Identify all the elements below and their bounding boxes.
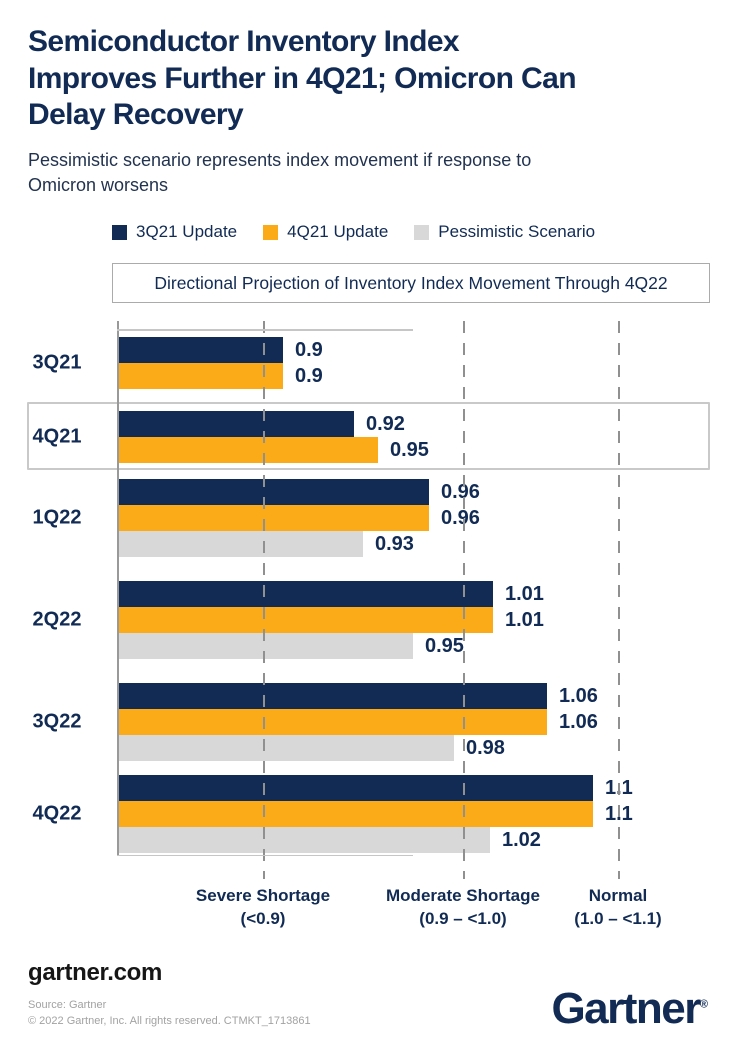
page-title: Semiconductor Inventory Index Improves F…	[28, 25, 577, 132]
legend-item-2: 4Q21 Update	[263, 222, 388, 242]
chart-row-3q22: 3Q22 1.06 1.06 0.98	[33, 683, 710, 762]
bar-value-label: 1.1	[605, 776, 633, 799]
bar-pessimistic-scenario	[117, 827, 490, 854]
bar-4q21-update	[117, 709, 547, 736]
bar-value-label: 0.93	[375, 532, 414, 555]
bar-line: 0.96	[117, 479, 710, 506]
bar-4q21-update	[117, 801, 593, 828]
bar-pessimistic-scenario	[117, 735, 454, 762]
bar-3q21-update	[117, 411, 354, 438]
bar-3q21-update	[117, 479, 429, 506]
bar-line: 0.96	[117, 505, 710, 532]
bar-value-label: 0.96	[441, 480, 480, 503]
axis-zone-label-1: Severe Shortage (<0.9)	[196, 885, 330, 930]
source-line: Source: Gartner	[28, 999, 107, 1012]
axis-zone-name: Moderate Shortage	[386, 886, 540, 906]
category-label: 1Q22	[32, 506, 82, 529]
bar-line: 1.06	[117, 683, 710, 710]
bar-3q21-update	[117, 683, 547, 710]
bar-3q21-update	[117, 775, 593, 802]
plot-area: 3Q21 0.9 0.9 4Q21 0.92 0.95 1Q22 0.96 0.96 0.93 2Q…	[27, 321, 710, 880]
bar-value-label: 0.98	[466, 736, 505, 759]
bar-line: 0.93	[117, 531, 710, 558]
category-label: 4Q22	[32, 802, 82, 825]
plot-bottom-border	[117, 854, 413, 857]
gartner-logo-text: Gartner	[551, 984, 701, 1034]
bar-line: 0.95	[117, 437, 710, 464]
bar-pessimistic-scenario	[117, 531, 363, 558]
legend-label: 3Q21 Update	[136, 222, 238, 242]
category-label: 3Q22	[32, 710, 82, 733]
bar-line: 1.01	[117, 607, 710, 634]
bar-line: 1.02	[117, 827, 710, 854]
bar-value-label: 0.95	[425, 634, 464, 657]
gartner-logo: Gartner®	[551, 984, 708, 1034]
bar-value-label: 1.06	[559, 684, 598, 707]
axis-zone-range: (1.0 – <1.1)	[574, 908, 662, 928]
chart-row-3q21: 3Q21 0.9 0.9	[33, 337, 710, 390]
axis-zone-name: Normal	[588, 886, 648, 906]
chart-rows: 3Q21 0.9 0.9 4Q21 0.92 0.95 1Q22 0.96 0.96 0.93 2Q…	[27, 337, 710, 854]
bar-value-label: 1.06	[559, 710, 598, 733]
bar-line: 0.92	[117, 411, 710, 438]
category-label: 3Q21	[32, 351, 82, 374]
chart-row-1q22: 1Q22 0.96 0.96 0.93	[33, 479, 710, 558]
chart-row-4q21: 4Q21 0.92 0.95	[27, 402, 710, 471]
legend-item-3: Pessimistic Scenario	[414, 222, 595, 242]
bar-4q21-update	[117, 437, 378, 464]
bar-3q21-update	[117, 581, 493, 608]
legend-label: 4Q21 Update	[287, 222, 389, 242]
footer: gartner.com Source: Gartner © 2022 Gartn…	[28, 959, 710, 1033]
legend-swatch-icon	[414, 224, 430, 240]
bar-value-label: 1.02	[502, 828, 541, 851]
x-axis-labels: Severe Shortage (<0.9) Moderate Shortage (0…	[117, 885, 710, 937]
inventory-index-bar-chart: 3Q21 0.9 0.9 4Q21 0.92 0.95 1Q22 0.96 0.96 0.93 2Q…	[0, 321, 738, 937]
bar-4q21-update	[117, 607, 493, 634]
bar-value-label: 1.01	[505, 608, 544, 631]
chart-row-2q22: 2Q22 1.01 1.01 0.95	[33, 581, 710, 660]
bar-value-label: 1.1	[605, 802, 633, 825]
bar-line: 0.9	[117, 363, 710, 390]
legend-label: Pessimistic Scenario	[438, 222, 596, 242]
bar-4q21-update	[117, 505, 429, 532]
legend-swatch-icon	[263, 224, 279, 240]
bar-line: 1.01	[117, 581, 710, 608]
bar-line: 1.06	[117, 709, 710, 736]
axis-zone-range: (<0.9)	[240, 908, 286, 928]
bar-value-label: 1.01	[505, 582, 544, 605]
axis-zone-label-3: Normal (1.0 – <1.1)	[574, 885, 661, 930]
chart-legend: 3Q21 Update 4Q21 Update Pessimistic Scenar…	[112, 222, 710, 242]
registered-mark-icon: ®	[699, 998, 708, 1011]
axis-zone-name: Severe Shortage	[195, 886, 331, 906]
axis-zone-range: (0.9 – <1.0)	[419, 908, 507, 928]
gartner-com-text: gartner.com	[28, 959, 163, 987]
chart-row-4q22: 4Q22 1.1 1.1 1.02	[33, 775, 710, 854]
bar-4q21-update	[117, 363, 283, 390]
category-label: 2Q22	[32, 608, 82, 631]
projection-callout-box: Directional Projection of Inventory Inde…	[112, 263, 710, 304]
bar-line: 0.98	[117, 735, 710, 762]
header: Semiconductor Inventory Index Improves F…	[0, 0, 738, 198]
projection-callout-text: Directional Projection of Inventory Inde…	[154, 272, 668, 293]
bar-3q21-update	[117, 337, 283, 364]
bar-line: 0.9	[117, 337, 710, 364]
bar-value-label: 0.92	[366, 412, 405, 435]
bar-value-label: 0.95	[390, 438, 429, 461]
footer-smallprint: Source: Gartner © 2022 Gartner, Inc. All…	[28, 998, 710, 1030]
bar-pessimistic-scenario	[117, 633, 413, 660]
bar-value-label: 0.96	[441, 506, 480, 529]
legend-swatch-icon	[112, 224, 127, 240]
bar-line: 0.95	[117, 633, 710, 660]
subtitle: Pessimistic scenario represents index mo…	[28, 149, 532, 195]
legend-item-1: 3Q21 Update	[112, 222, 237, 242]
bar-line: 1.1	[117, 775, 710, 802]
bar-value-label: 0.9	[295, 364, 323, 387]
copyright-line: © 2022 Gartner, Inc. All rights reserved…	[28, 1015, 311, 1028]
axis-zone-label-2: Moderate Shortage (0.9 – <1.0)	[386, 885, 540, 930]
category-label: 4Q21	[32, 425, 82, 448]
plot-top-border	[117, 329, 413, 331]
bar-line: 1.1	[117, 801, 710, 828]
bar-value-label: 0.9	[295, 338, 323, 361]
